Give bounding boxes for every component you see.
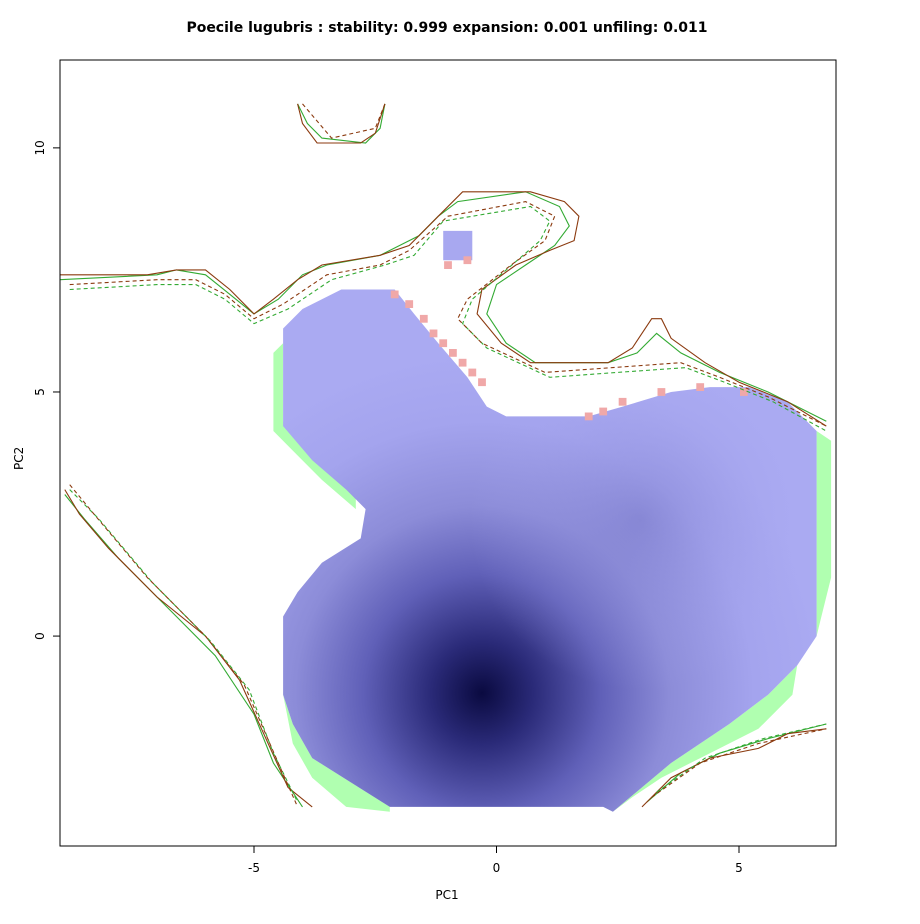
expansion-cell-8 bbox=[468, 368, 477, 377]
native-env-dashed-contour-4 bbox=[651, 728, 827, 798]
unfilling-region-1 bbox=[273, 343, 356, 510]
native-env-contour-1 bbox=[60, 191, 827, 427]
expansion-cell-11 bbox=[599, 407, 608, 416]
plot-frame bbox=[59, 59, 837, 847]
expansion-cell-7 bbox=[458, 358, 467, 367]
expansion-cell-4 bbox=[429, 329, 438, 338]
unfilling-region-3 bbox=[283, 694, 390, 812]
y-axis-label-box: PC2 bbox=[8, 438, 32, 478]
invaded-env-contour-2 bbox=[297, 103, 386, 144]
invaded-env-dashed-contour-3 bbox=[656, 723, 827, 793]
y-tick-label: 5 bbox=[33, 388, 47, 396]
y-tick-label: 10 bbox=[33, 140, 47, 155]
invaded-env-dashed-contour-2 bbox=[69, 489, 299, 803]
expansion-cell-12 bbox=[618, 397, 627, 406]
invaded-env-dashed-contour-1 bbox=[69, 205, 827, 432]
native-env-dashed-contour-3 bbox=[69, 484, 299, 808]
expansion-cell-3 bbox=[419, 314, 428, 323]
stability-island bbox=[443, 230, 473, 261]
expansion-cell-16 bbox=[444, 261, 452, 269]
expansion-cell-6 bbox=[449, 349, 457, 357]
expansion-cell-9 bbox=[478, 378, 486, 387]
expansion-cell-10 bbox=[584, 412, 593, 421]
invaded-env-contour-3 bbox=[64, 494, 303, 808]
native-env-contour-2 bbox=[297, 103, 386, 144]
expansion-cell-5 bbox=[439, 339, 448, 348]
x-tick-label: 5 bbox=[735, 861, 743, 875]
y-tick-label: 0 bbox=[33, 632, 47, 640]
unfilling-region-4 bbox=[612, 665, 798, 812]
environment-contours bbox=[60, 103, 827, 808]
expansion-cell-1 bbox=[390, 290, 399, 299]
expansion-cell-2 bbox=[405, 300, 414, 308]
x-axis-label: PC1 bbox=[435, 888, 459, 902]
stability-secondary-density bbox=[283, 289, 817, 812]
x-tick-label: -5 bbox=[248, 861, 260, 875]
x-tick-label: 0 bbox=[493, 861, 501, 875]
native-env-dashed-contour-1 bbox=[69, 201, 827, 427]
native-env-contour-4 bbox=[641, 728, 827, 808]
expansion-cell-17 bbox=[463, 256, 472, 265]
niche-regions bbox=[273, 230, 832, 812]
chart-title: Poecile lugubris : stability: 0.999 expa… bbox=[186, 20, 708, 36]
axes: -5 0 5 0 5 10 bbox=[33, 140, 743, 875]
expansion-cell-13 bbox=[657, 388, 666, 396]
expansion-cell-15 bbox=[740, 388, 748, 396]
expansion-cell-14 bbox=[696, 383, 705, 391]
native-env-contour-3 bbox=[64, 489, 313, 808]
native-env-dashed-contour-2 bbox=[302, 103, 386, 139]
invaded-env-contour-1 bbox=[60, 191, 827, 422]
unfilling-region-2 bbox=[816, 431, 832, 637]
y-axis-label: PC2 bbox=[12, 446, 26, 470]
